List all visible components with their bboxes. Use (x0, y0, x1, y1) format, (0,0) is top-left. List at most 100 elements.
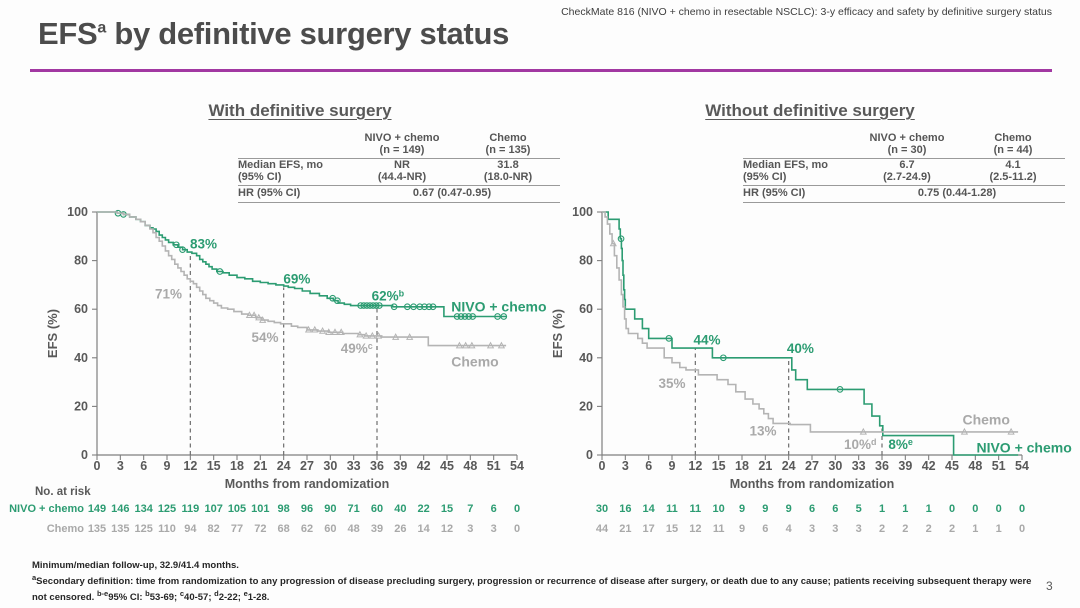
censor-mark (421, 303, 428, 311)
censor-mark (425, 303, 433, 311)
annotation: Chemo (962, 412, 1009, 428)
stats-hr-label: HR (95% CI) (743, 187, 806, 199)
censor-mark (325, 328, 333, 335)
panel-heading-with-surgery: With definitive surgery (208, 101, 392, 120)
risk-count: 2 (902, 523, 908, 535)
censor-mark (486, 341, 495, 349)
censor-mark (497, 341, 506, 349)
censor-mark (331, 328, 339, 335)
censor-mark (494, 313, 501, 320)
censor-mark (318, 327, 327, 334)
stats-median-chemo: 31.8 (18.0-NR) (483, 159, 533, 183)
stats-header-empty (743, 133, 851, 156)
risk-row-label: NIVO + chemo (9, 503, 84, 515)
censor-mark (333, 297, 341, 305)
title-accent-rule (30, 69, 1052, 72)
risk-count: 21 (619, 523, 631, 535)
stats-header-chemo: Chemo (n = 135) (485, 132, 531, 156)
x-tick-label: 36 (875, 459, 889, 473)
risk-count: 5 (856, 503, 862, 515)
y-tick-label: 60 (579, 302, 593, 316)
risk-count: 0 (1019, 523, 1025, 535)
y-tick-label: 20 (74, 399, 88, 413)
risk-count: 11 (666, 503, 678, 515)
risk-count: 30 (596, 503, 608, 515)
km-chart-without-surgery: 0304431621614179111512111215101118992196… (550, 205, 1072, 535)
risk-count: 105 (228, 503, 246, 515)
annotation: 35% (658, 376, 685, 391)
censor-mark (179, 246, 186, 254)
risk-count: 98 (278, 503, 290, 515)
x-tick-label: 48 (463, 459, 477, 473)
x-tick-label: 30 (323, 459, 337, 473)
y-tick-label: 80 (579, 254, 593, 268)
risk-count: 11 (690, 503, 702, 515)
stats-median-label: Median EFS, mo (95% CI) (743, 159, 828, 183)
stats-header-empty (238, 133, 346, 156)
censor-mark (462, 341, 470, 349)
y-tick-label: 40 (74, 351, 88, 365)
x-tick-label: 18 (735, 459, 749, 473)
risk-count: 1 (996, 523, 1002, 535)
km-curve-chemo (602, 211, 1019, 433)
stats-header-nivo: NIVO + chemo (n = 30) (869, 132, 945, 156)
x-tick-label: 33 (347, 459, 361, 473)
censor-mark (250, 311, 258, 318)
panel-heading-without-surgery: Without definitive surgery (705, 101, 915, 120)
censor-mark (403, 303, 411, 311)
risk-count: 96 (301, 503, 313, 515)
risk-count: 62 (301, 523, 313, 535)
stats-hr-label: HR (95% CI) (238, 187, 301, 199)
risk-count: 17 (643, 523, 655, 535)
risk-count: 6 (491, 503, 497, 515)
risk-count: 14 (418, 523, 431, 535)
censor-mark (304, 325, 313, 333)
stats-header-chemo: Chemo (n = 44) (993, 132, 1033, 156)
risk-count: 4 (786, 523, 793, 535)
risk-count: 0 (514, 523, 520, 535)
risk-count: 3 (856, 523, 862, 535)
risk-count: 125 (158, 503, 176, 515)
stats-median-nivo: NR (44.4-NR) (377, 159, 427, 183)
censor-mark (500, 313, 508, 320)
risk-count: 110 (158, 523, 176, 535)
censor-mark (216, 268, 224, 275)
stats-header-row: NIVO + chemo (n = 149) Chemo (n = 135) (238, 132, 560, 159)
risk-count: 0 (972, 503, 978, 515)
risk-count: 0 (514, 503, 520, 515)
stats-hr-value: 0.67 (0.47-0.95) (412, 187, 492, 199)
stats-hr-value: 0.75 (0.44-1.28) (917, 187, 997, 199)
x-tick-label: 24 (277, 459, 291, 473)
x-tick-label: 3 (117, 459, 124, 473)
censor-mark (255, 313, 263, 321)
x-tick-label: 39 (393, 459, 407, 473)
stats-median-row: Median EFS, mo (95% CI) NR (44.4-NR) 31.… (238, 159, 560, 186)
x-tick-label: 51 (487, 459, 501, 473)
censor-mark (416, 303, 424, 311)
risk-row-label: Chemo (47, 523, 85, 535)
risk-count: 149 (88, 503, 106, 515)
censor-mark (245, 311, 254, 318)
risk-count: 68 (278, 523, 290, 535)
risk-count: 125 (134, 523, 152, 535)
annotation: NIVO + chemo (976, 440, 1071, 456)
km-chart-with-surgery: 0149135314613561341259125110121199415107… (9, 205, 546, 535)
y-tick-label: 100 (67, 205, 88, 219)
x-tick-label: 21 (758, 459, 772, 473)
risk-count: 119 (181, 503, 199, 515)
censor-mark (617, 235, 625, 243)
header-note: CheckMate 816 (NIVO + chemo in resectabl… (561, 6, 1052, 18)
risk-count: 60 (324, 523, 336, 535)
x-tick-label: 0 (599, 459, 606, 473)
x-tick-label: 18 (230, 459, 244, 473)
risk-count: 72 (254, 523, 266, 535)
x-tick-label: 6 (140, 459, 147, 473)
risk-count: 101 (251, 503, 269, 515)
risk-count: 2 (879, 523, 885, 535)
footnote-definitions: aSecondary definition: time from randomi… (32, 573, 1032, 603)
censor-mark (172, 241, 180, 249)
risk-count: 16 (619, 503, 631, 515)
x-tick-label: 0 (94, 459, 101, 473)
risk-count: 3 (467, 523, 473, 535)
censor-mark (453, 313, 461, 320)
